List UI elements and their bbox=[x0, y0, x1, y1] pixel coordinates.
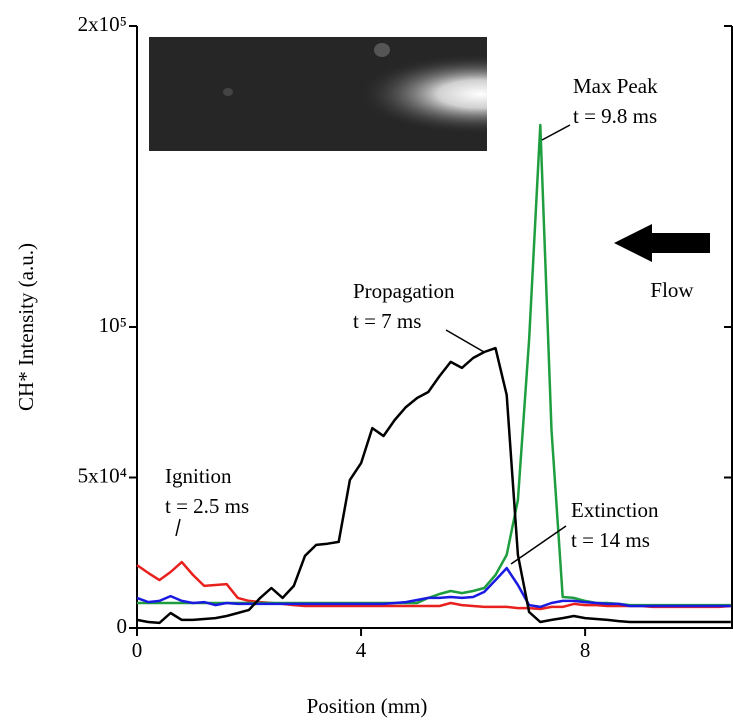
annotation: Max Peak bbox=[573, 74, 658, 98]
annotation: Propagation bbox=[353, 279, 455, 303]
y-tick-label: 2x10⁵ bbox=[78, 12, 127, 36]
annotation: t = 2.5 ms bbox=[165, 494, 249, 518]
series-line bbox=[136, 566, 731, 609]
annotation: Extinction bbox=[571, 498, 659, 522]
annotation: Ignition bbox=[165, 464, 232, 488]
x-tick-label: 4 bbox=[356, 638, 367, 662]
y-tick-label: 5x10⁴ bbox=[78, 463, 127, 487]
annotation-leader bbox=[541, 124, 571, 141]
annotation: t = 9.8 ms bbox=[573, 104, 657, 128]
annotation: t = 7 ms bbox=[353, 309, 421, 333]
inset-spot bbox=[223, 88, 233, 96]
x-tick-label: 0 bbox=[132, 638, 143, 662]
inset-spot bbox=[374, 43, 390, 57]
flow-arrow bbox=[614, 224, 710, 262]
y-axis-label: CH* Intensity (a.u.) bbox=[14, 243, 38, 411]
y-tick-label: 10⁵ bbox=[99, 313, 127, 337]
annotation-leader bbox=[445, 329, 485, 353]
y-tick-label: 0 bbox=[117, 614, 128, 638]
x-axis-label: Position (mm) bbox=[307, 694, 428, 718]
annotation-leader bbox=[510, 525, 567, 565]
series-line bbox=[136, 346, 731, 625]
annotation: Flow bbox=[650, 278, 694, 302]
annotation-leader bbox=[175, 518, 181, 537]
inset-glow bbox=[149, 37, 487, 151]
x-tick-label: 8 bbox=[580, 638, 591, 662]
annotation: t = 14 ms bbox=[571, 528, 650, 552]
